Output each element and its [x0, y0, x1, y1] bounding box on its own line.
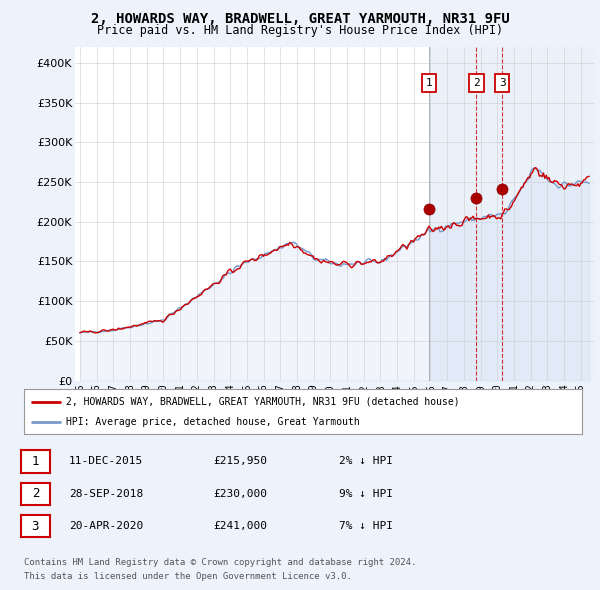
Text: 2: 2 [32, 487, 39, 500]
Text: This data is licensed under the Open Government Licence v3.0.: This data is licensed under the Open Gov… [24, 572, 352, 581]
Text: £230,000: £230,000 [213, 489, 267, 499]
Text: 3: 3 [499, 78, 506, 88]
Text: 20-APR-2020: 20-APR-2020 [69, 522, 143, 531]
Bar [429, 47, 594, 381]
Text: 11-DEC-2015: 11-DEC-2015 [69, 457, 143, 466]
Text: 9% ↓ HPI: 9% ↓ HPI [339, 489, 393, 499]
Text: Price paid vs. HM Land Registry's House Price Index (HPI): Price paid vs. HM Land Registry's House … [97, 24, 503, 37]
Text: 2% ↓ HPI: 2% ↓ HPI [339, 457, 393, 466]
Text: 3: 3 [32, 520, 39, 533]
Text: 2: 2 [473, 78, 480, 88]
Text: Contains HM Land Registry data © Crown copyright and database right 2024.: Contains HM Land Registry data © Crown c… [24, 558, 416, 566]
Text: £241,000: £241,000 [213, 522, 267, 531]
Text: HPI: Average price, detached house, Great Yarmouth: HPI: Average price, detached house, Grea… [66, 417, 359, 427]
Text: 2, HOWARDS WAY, BRADWELL, GREAT YARMOUTH, NR31 9FU: 2, HOWARDS WAY, BRADWELL, GREAT YARMOUTH… [91, 12, 509, 26]
Text: 2, HOWARDS WAY, BRADWELL, GREAT YARMOUTH, NR31 9FU (detached house): 2, HOWARDS WAY, BRADWELL, GREAT YARMOUTH… [66, 397, 460, 407]
Text: 7% ↓ HPI: 7% ↓ HPI [339, 522, 393, 531]
Text: 1: 1 [426, 78, 433, 88]
Text: 28-SEP-2018: 28-SEP-2018 [69, 489, 143, 499]
Text: £215,950: £215,950 [213, 457, 267, 466]
Text: 1: 1 [32, 455, 39, 468]
